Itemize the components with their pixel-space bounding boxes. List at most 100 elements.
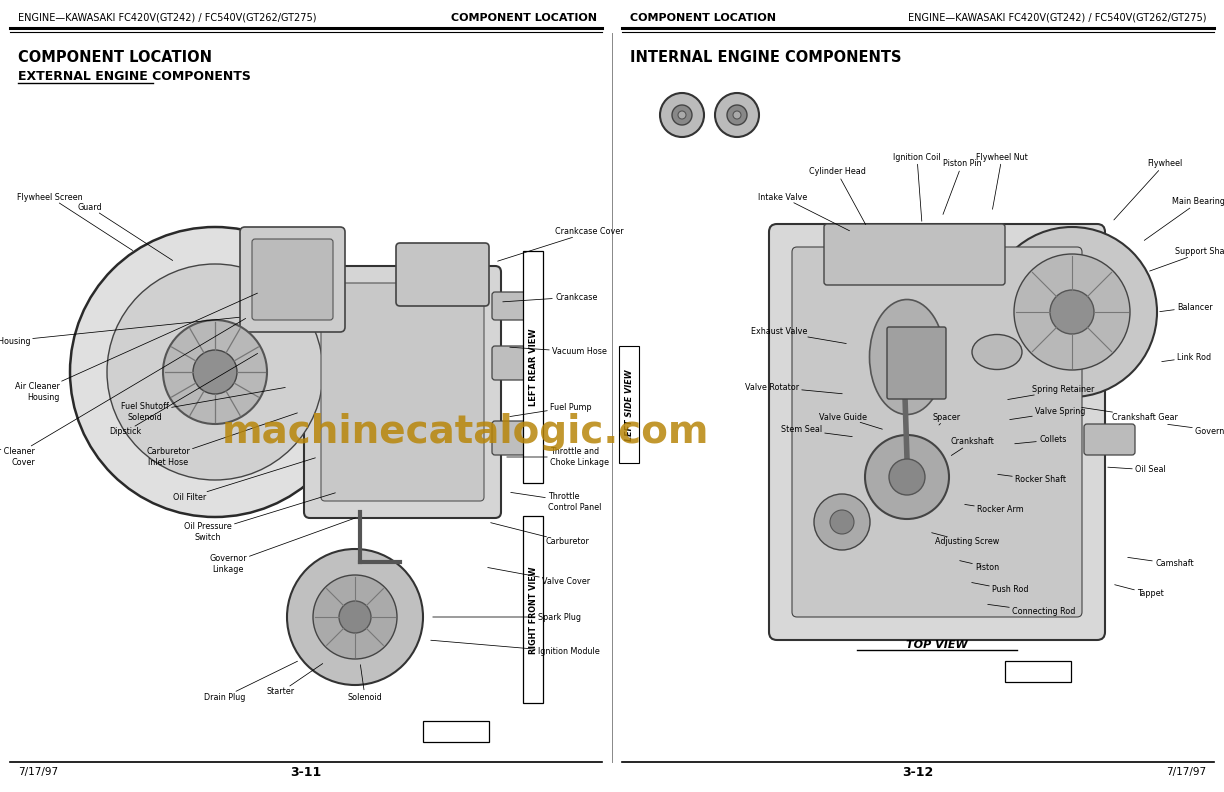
Text: Exhaust Valve: Exhaust Valve <box>750 328 846 344</box>
Circle shape <box>313 575 397 659</box>
Circle shape <box>727 105 747 125</box>
Text: Adjusting Screw: Adjusting Screw <box>931 533 999 546</box>
Text: Valve Spring: Valve Spring <box>1010 408 1086 420</box>
FancyBboxPatch shape <box>792 247 1082 617</box>
Text: Spark Plug: Spark Plug <box>433 612 581 622</box>
FancyBboxPatch shape <box>769 224 1105 640</box>
Text: Governor
Linkage: Governor Linkage <box>209 518 355 573</box>
Text: Starter: Starter <box>267 664 323 696</box>
Text: Piston Pin: Piston Pin <box>942 159 982 215</box>
Ellipse shape <box>972 334 1022 370</box>
Text: Throttle
Control Panel: Throttle Control Panel <box>510 493 601 512</box>
FancyBboxPatch shape <box>1084 424 1135 455</box>
Circle shape <box>814 494 870 550</box>
Text: LEFT REAR VIEW: LEFT REAR VIEW <box>529 328 537 406</box>
Circle shape <box>715 93 759 137</box>
Circle shape <box>678 111 685 119</box>
Text: Crankshaft: Crankshaft <box>950 437 994 455</box>
Circle shape <box>286 549 424 685</box>
FancyBboxPatch shape <box>887 327 946 399</box>
Text: M45811: M45811 <box>1020 668 1056 676</box>
Text: EXTERNAL ENGINE COMPONENTS: EXTERNAL ENGINE COMPONENTS <box>18 70 251 83</box>
Text: Blower Housing: Blower Housing <box>0 318 239 347</box>
Text: Push Rod: Push Rod <box>972 583 1028 595</box>
Text: Spacer: Spacer <box>933 413 961 425</box>
Text: Carburetor: Carburetor <box>491 523 589 546</box>
Circle shape <box>70 227 360 517</box>
Text: Rocker Arm: Rocker Arm <box>965 505 1023 515</box>
Circle shape <box>106 264 323 480</box>
FancyBboxPatch shape <box>397 243 490 306</box>
Text: Collets: Collets <box>1015 436 1066 444</box>
FancyBboxPatch shape <box>492 421 536 455</box>
Text: Oil Pressure
Switch: Oil Pressure Switch <box>184 493 335 542</box>
Circle shape <box>163 320 267 424</box>
Text: ENGINE—KAWASAKI FC420V(GT242) / FC540V(GT262/GT275): ENGINE—KAWASAKI FC420V(GT242) / FC540V(G… <box>18 13 317 23</box>
Text: Valve Guide: Valve Guide <box>819 413 883 429</box>
Text: COMPONENT LOCATION: COMPONENT LOCATION <box>630 13 776 23</box>
FancyBboxPatch shape <box>824 224 1005 285</box>
Text: COMPONENT LOCATION: COMPONENT LOCATION <box>450 13 597 23</box>
Circle shape <box>1013 254 1130 370</box>
Text: Fuel Pump: Fuel Pump <box>509 402 591 417</box>
Text: Ignition Module: Ignition Module <box>431 640 600 657</box>
Circle shape <box>1050 290 1094 334</box>
Text: Valve Rotator: Valve Rotator <box>745 383 842 394</box>
Text: Balancer: Balancer <box>1160 303 1213 311</box>
Text: Flywheel Nut: Flywheel Nut <box>976 153 1028 209</box>
Text: Oil Seal: Oil Seal <box>1108 466 1165 474</box>
FancyBboxPatch shape <box>304 266 501 518</box>
Circle shape <box>339 601 371 633</box>
Text: COMPONENT LOCATION: COMPONENT LOCATION <box>18 50 212 65</box>
Text: Ignition Coil: Ignition Coil <box>894 153 941 221</box>
Text: Tappet: Tappet <box>1115 584 1164 599</box>
Circle shape <box>830 510 854 534</box>
FancyBboxPatch shape <box>492 292 532 320</box>
Text: Stem Seal: Stem Seal <box>781 425 852 436</box>
Text: 3-11: 3-11 <box>290 766 322 779</box>
Circle shape <box>987 227 1157 397</box>
Text: Crankcase Cover: Crankcase Cover <box>498 227 623 261</box>
FancyBboxPatch shape <box>619 346 639 463</box>
Text: Valve Cover: Valve Cover <box>487 568 590 587</box>
Circle shape <box>193 350 237 394</box>
Text: LEFT SIDE VIEW: LEFT SIDE VIEW <box>624 369 634 441</box>
Text: Main Bearing: Main Bearing <box>1144 197 1224 241</box>
Text: Link Rod: Link Rod <box>1162 352 1211 362</box>
Text: 7/17/97: 7/17/97 <box>18 767 58 777</box>
Text: machinecatalogic.com: machinecatalogic.com <box>222 413 709 451</box>
Text: 3-12: 3-12 <box>902 766 934 779</box>
Text: Spring Retainer: Spring Retainer <box>1007 386 1094 399</box>
Text: Rocker Shaft: Rocker Shaft <box>998 474 1066 485</box>
FancyBboxPatch shape <box>523 251 543 483</box>
FancyBboxPatch shape <box>492 346 536 380</box>
Text: Governor Shaft: Governor Shaft <box>1168 425 1224 436</box>
Text: Vacuum Hose: Vacuum Hose <box>509 347 607 356</box>
Text: TOP VIEW: TOP VIEW <box>906 640 968 650</box>
Text: ENGINE—KAWASAKI FC420V(GT242) / FC540V(GT262/GT275): ENGINE—KAWASAKI FC420V(GT242) / FC540V(G… <box>907 13 1206 23</box>
Text: 7/17/97: 7/17/97 <box>1166 767 1206 777</box>
Text: Crankshaft Gear: Crankshaft Gear <box>1082 407 1177 421</box>
Circle shape <box>660 93 704 137</box>
Circle shape <box>865 435 949 519</box>
Text: Flywheel Screen: Flywheel Screen <box>17 192 132 250</box>
FancyBboxPatch shape <box>321 283 483 501</box>
Text: Flywheel: Flywheel <box>1114 159 1182 220</box>
Circle shape <box>672 105 692 125</box>
FancyBboxPatch shape <box>1005 661 1071 682</box>
Text: Carburetor
Inlet Hose: Carburetor Inlet Hose <box>146 413 297 466</box>
Text: Cylinder Head: Cylinder Head <box>809 167 865 225</box>
Text: Drain Plug: Drain Plug <box>203 661 297 702</box>
Circle shape <box>889 459 925 495</box>
Text: INTERNAL ENGINE COMPONENTS: INTERNAL ENGINE COMPONENTS <box>630 50 902 65</box>
Text: Guard: Guard <box>77 203 173 261</box>
Text: Throttle and
Choke Linkage: Throttle and Choke Linkage <box>507 447 610 466</box>
Circle shape <box>733 111 741 119</box>
Text: Air Cleaner
Housing: Air Cleaner Housing <box>15 293 257 402</box>
Text: Support Shaft: Support Shaft <box>1149 247 1224 271</box>
Text: Crankcase: Crankcase <box>503 292 597 302</box>
Text: Dipstick: Dipstick <box>109 353 257 436</box>
Text: Air Cleaner
Cover: Air Cleaner Cover <box>0 318 246 466</box>
Text: M45627: M45627 <box>438 728 474 737</box>
FancyBboxPatch shape <box>252 239 333 320</box>
